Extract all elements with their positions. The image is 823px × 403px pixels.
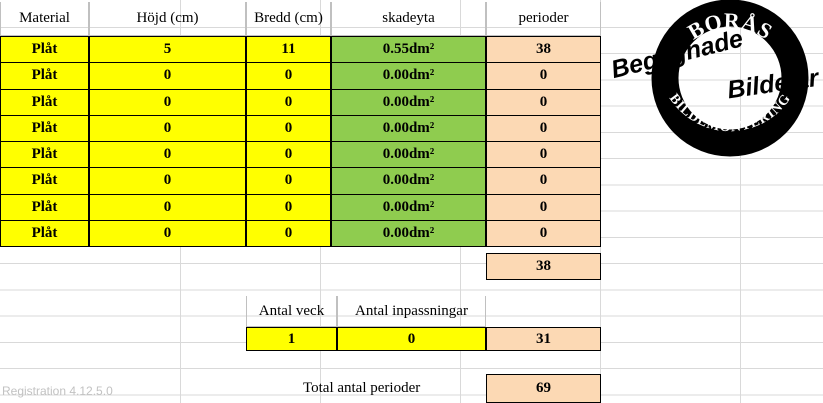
svg-text:Bildelar: Bildelar [726, 64, 822, 105]
